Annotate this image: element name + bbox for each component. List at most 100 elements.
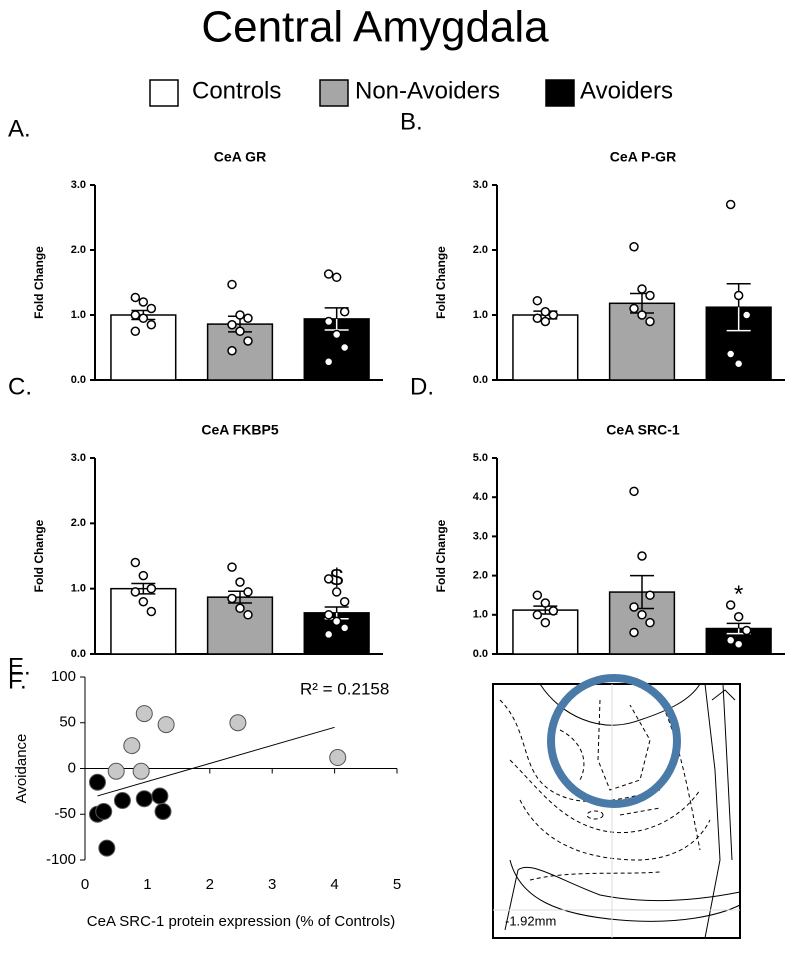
- y-axis-label: Fold Change: [32, 519, 46, 592]
- scatter-point: [229, 714, 247, 732]
- y-tick-label: 1.0: [473, 309, 488, 321]
- y-tick-label: 1.0: [473, 609, 488, 621]
- data-point: [645, 316, 655, 327]
- y-tick-label: 0.0: [473, 648, 488, 660]
- data-point: [540, 598, 551, 608]
- data-point: [227, 562, 237, 572]
- data-point: [227, 320, 237, 330]
- scatter-point: [113, 792, 131, 810]
- data-point: [532, 590, 543, 600]
- y-tick-label: 100: [51, 668, 76, 685]
- data-point: [645, 590, 655, 600]
- x-tick-label: 1: [143, 876, 151, 893]
- y-axis-label: Fold Change: [434, 519, 448, 592]
- scatter-point: [135, 790, 153, 808]
- y-tick-label: 3.0: [71, 452, 86, 464]
- y-tick-label: 50: [59, 714, 76, 731]
- data-point: [146, 606, 157, 617]
- data-point: [331, 272, 342, 283]
- data-point: [629, 242, 639, 252]
- figure-title: Central Amygdala: [201, 3, 549, 52]
- data-point: [130, 587, 141, 597]
- y-tick-label: 0.0: [71, 648, 86, 660]
- data-point: [725, 635, 736, 646]
- y-tick-label: 2.0: [71, 517, 86, 529]
- chart-title: CeA P-GR: [610, 149, 676, 165]
- y-tick-label: 4.0: [473, 491, 488, 503]
- data-point: [138, 596, 149, 607]
- scatter-point: [135, 705, 153, 723]
- data-point: [130, 326, 141, 336]
- data-point: [138, 297, 149, 307]
- y-tick-label: 0.0: [473, 374, 488, 386]
- y-tick-label: 5.0: [473, 452, 488, 464]
- data-point: [725, 600, 736, 610]
- y-tick-label: -50: [54, 805, 76, 822]
- data-point: [725, 199, 736, 210]
- legend-swatch: [545, 79, 575, 107]
- bar: [512, 609, 579, 655]
- data-point: [243, 587, 253, 597]
- y-axis-label: Fold Change: [434, 246, 448, 319]
- data-point: [725, 349, 736, 359]
- y-tick-label: 1.0: [71, 309, 86, 321]
- data-point: [548, 310, 559, 320]
- scatter-point: [154, 803, 172, 821]
- data-point: [146, 583, 157, 594]
- x-tick-label: 3: [268, 876, 276, 893]
- y-tick-label: 3.0: [473, 179, 488, 191]
- panel-letter: D.: [410, 373, 434, 400]
- scatter-point: [98, 839, 116, 857]
- data-point: [243, 610, 253, 620]
- bar: [110, 314, 177, 381]
- y-axis-label: Avoidance: [13, 734, 30, 804]
- data-point: [733, 359, 744, 369]
- data-point: [532, 610, 543, 620]
- r-squared: R² = 0.2158: [300, 679, 389, 698]
- x-axis-label: CeA SRC-1 protein expression (% of Contr…: [87, 913, 395, 930]
- data-point: [323, 610, 334, 620]
- y-tick-label: 2.0: [473, 570, 488, 582]
- data-point: [540, 307, 551, 317]
- bar: [206, 323, 274, 381]
- data-point: [733, 639, 744, 649]
- data-point: [331, 329, 342, 340]
- data-point: [235, 310, 245, 320]
- data-point: [548, 606, 559, 616]
- data-point: [645, 290, 655, 301]
- data-point: [339, 596, 350, 607]
- data-point: [637, 310, 647, 320]
- data-point: [146, 303, 157, 314]
- data-point: [235, 577, 245, 587]
- scatter-point: [123, 737, 141, 755]
- data-point: [130, 557, 141, 568]
- data-point: [323, 574, 334, 584]
- data-point: [130, 310, 141, 320]
- data-point: [629, 303, 639, 314]
- x-tick-label: 4: [330, 876, 338, 893]
- legend-label: Avoiders: [580, 77, 673, 104]
- data-point: [629, 627, 639, 638]
- scatter-point: [157, 716, 175, 734]
- data-point: [532, 295, 543, 306]
- data-point: [741, 310, 752, 320]
- data-point: [235, 603, 245, 614]
- atlas-diagram: [492, 674, 741, 939]
- legend-swatch: [149, 79, 179, 107]
- y-tick-label: 3.0: [71, 179, 86, 191]
- y-tick-label: 1.0: [71, 583, 86, 595]
- panel-letter: B.: [400, 108, 423, 135]
- significance-label: $: [330, 564, 343, 591]
- data-point: [138, 570, 149, 581]
- panel-letter: E.: [8, 653, 31, 680]
- data-point: [540, 617, 551, 628]
- data-point: [741, 625, 752, 636]
- chart-title: CeA FKBP5: [201, 422, 278, 438]
- x-tick-label: 0: [81, 876, 89, 893]
- scatter-point: [88, 773, 106, 791]
- scatter-point: [329, 749, 347, 767]
- data-point: [227, 279, 237, 290]
- data-point: [227, 593, 237, 604]
- y-tick-label: 3.0: [473, 530, 488, 542]
